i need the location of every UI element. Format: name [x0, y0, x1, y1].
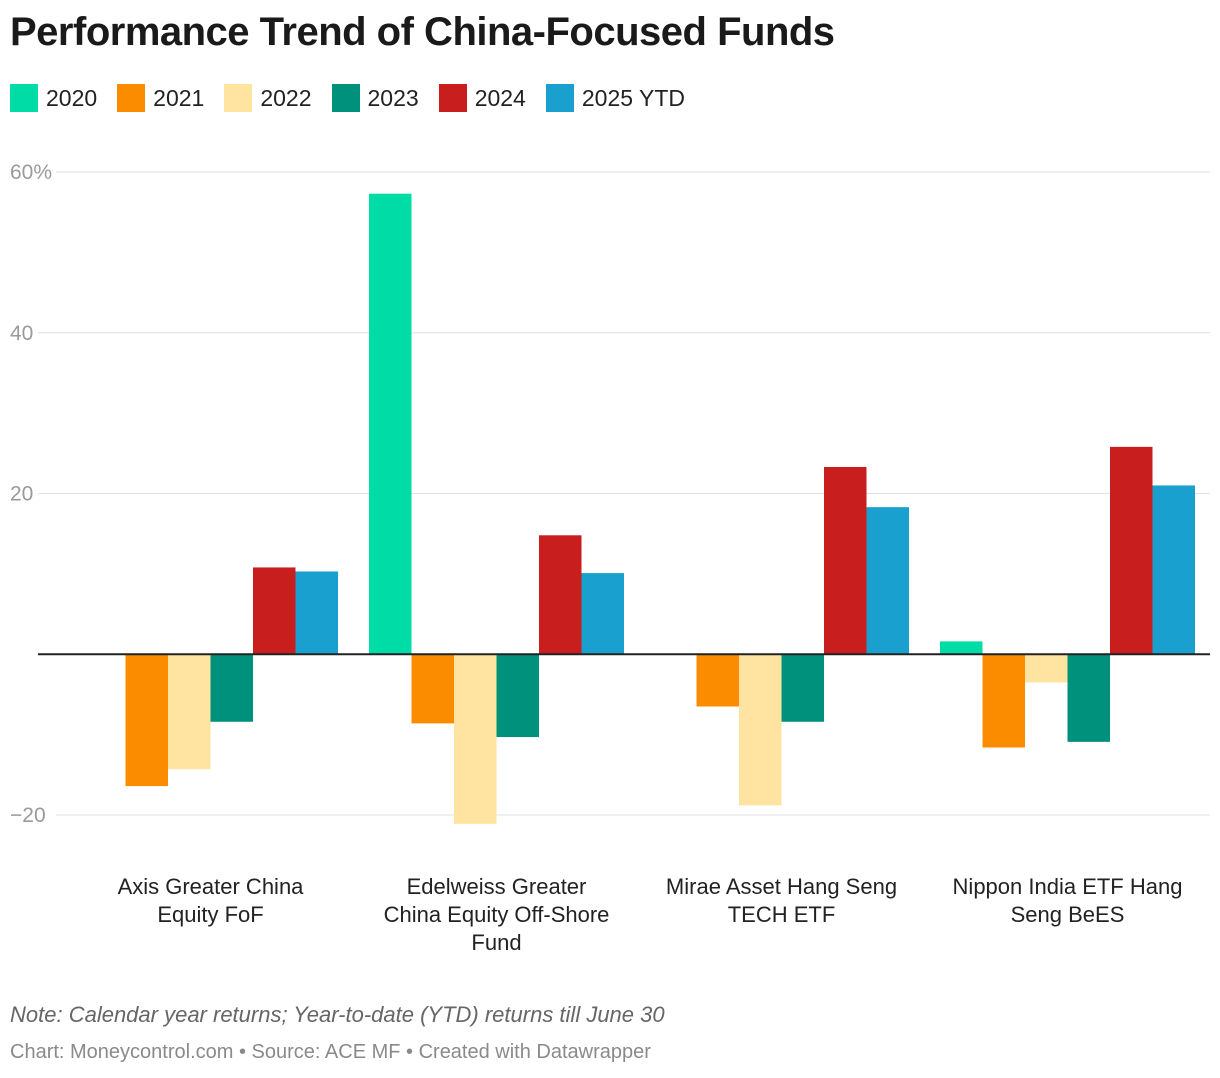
bar-2025-ytd-group-3 [866, 507, 909, 655]
y-tick-label: −20 [10, 804, 46, 827]
chart-title: Performance Trend of China-Focused Funds [10, 10, 835, 54]
legend-item-2024: 2024 [438, 84, 526, 112]
bar-2023-group-3 [781, 654, 824, 722]
bar-2021-group-1 [125, 654, 168, 787]
bar-2023-group-1 [210, 654, 253, 722]
x-category-label: Seng BeES [1011, 902, 1125, 927]
legend-label: 2020 [46, 84, 98, 111]
x-category-label: Axis Greater China [118, 874, 305, 899]
chart-note: Note: Calendar year returns; Year-to-dat… [10, 1002, 665, 1027]
legend-label: 2022 [260, 84, 312, 111]
y-tick-label: 20 [10, 483, 33, 506]
bar-2023-group-4 [1067, 654, 1110, 742]
bar-2020-group-4 [940, 641, 983, 655]
legend-swatch [545, 84, 574, 112]
bar-2025-ytd-group-4 [1152, 485, 1195, 655]
chart-legend: 2020 2021 2022 2023 2024 2025 YTD [10, 84, 705, 112]
legend-item-2021: 2021 [117, 84, 204, 112]
legend-label: 2023 [367, 84, 419, 111]
legend-swatch [117, 84, 146, 112]
legend-label: 2025 YTD [581, 84, 685, 111]
legend-swatch [10, 84, 38, 112]
bar-2021-group-3 [696, 654, 739, 707]
bar-2022-group-3 [739, 654, 782, 806]
bar-2025-ytd-group-1 [295, 571, 338, 655]
bar-2024-group-1 [253, 567, 296, 655]
bar-2022-group-4 [1025, 654, 1068, 683]
y-tick-label: 40 [10, 322, 33, 345]
legend-swatch [438, 84, 467, 112]
legend-item-2025-ytd: 2025 YTD [545, 84, 685, 112]
x-category-label: TECH ETF [728, 902, 836, 927]
x-category-label: Fund [471, 930, 521, 955]
bar-2022-group-1 [168, 654, 211, 770]
x-category-label: China Equity Off-Shore [384, 902, 610, 927]
bar-2021-group-2 [411, 654, 454, 724]
x-category-label: Edelweiss Greater [407, 874, 587, 899]
legend-item-2023: 2023 [331, 84, 419, 112]
legend-item-2022: 2022 [224, 84, 312, 112]
bar-2024-group-3 [824, 466, 867, 655]
y-tick-label: 60% [10, 161, 52, 184]
legend-label: 2024 [474, 84, 526, 111]
bar-2024-group-4 [1110, 446, 1153, 655]
bar-2025-ytd-group-2 [581, 573, 624, 655]
x-category-label: Nippon India ETF Hang [953, 874, 1183, 899]
bar-2023-group-2 [496, 654, 539, 738]
x-category-label: Equity FoF [157, 902, 263, 927]
bar-2020-group-2 [369, 193, 412, 655]
bar-2021-group-4 [982, 654, 1025, 748]
bar-chart: 60% 40 20 −20 Axis Greater China Equity FoF Ed… [10, 161, 1210, 955]
bar-2024-group-2 [539, 535, 582, 655]
x-category-label: Mirae Asset Hang Seng [666, 874, 897, 899]
bar-2022-group-2 [454, 654, 497, 824]
legend-item-2020: 2020 [10, 84, 97, 112]
legend-label: 2021 [153, 84, 205, 111]
legend-swatch [224, 84, 253, 112]
chart-source: Chart: Moneycontrol.com • Source: ACE MF… [10, 1041, 651, 1063]
legend-swatch [331, 84, 360, 112]
